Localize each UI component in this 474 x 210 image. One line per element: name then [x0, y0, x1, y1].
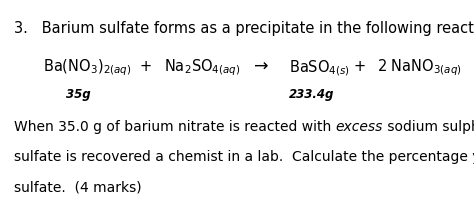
Text: 233.4g: 233.4g — [289, 88, 335, 101]
Text: sulfate is recovered a chemist in a lab.  Calculate the percentage yield of bari: sulfate is recovered a chemist in a lab.… — [14, 150, 474, 164]
Text: Ba(NO$_3)_{2(aq)}$: Ba(NO$_3)_{2(aq)}$ — [43, 58, 131, 78]
Text: Na$_2$SO$_{4(aq)}$: Na$_2$SO$_{4(aq)}$ — [164, 58, 240, 78]
Text: +: + — [353, 59, 365, 74]
Text: sodium sulphate, 29.8 g of barium: sodium sulphate, 29.8 g of barium — [383, 120, 474, 134]
Text: 35g: 35g — [66, 88, 91, 101]
Text: 3.   Barium sulfate forms as a precipitate in the following reaction:: 3. Barium sulfate forms as a precipitate… — [14, 21, 474, 36]
Text: excess: excess — [336, 120, 383, 134]
Text: →: → — [254, 57, 268, 75]
Text: When 35.0 g of barium nitrate is reacted with: When 35.0 g of barium nitrate is reacted… — [14, 120, 336, 134]
Text: BaSO$_{4(s)}$: BaSO$_{4(s)}$ — [289, 58, 350, 78]
Text: +: + — [140, 59, 152, 74]
Text: sulfate.  (4 marks): sulfate. (4 marks) — [14, 181, 142, 195]
Text: 2 NaNO$_{3(aq)}$: 2 NaNO$_{3(aq)}$ — [377, 58, 462, 78]
